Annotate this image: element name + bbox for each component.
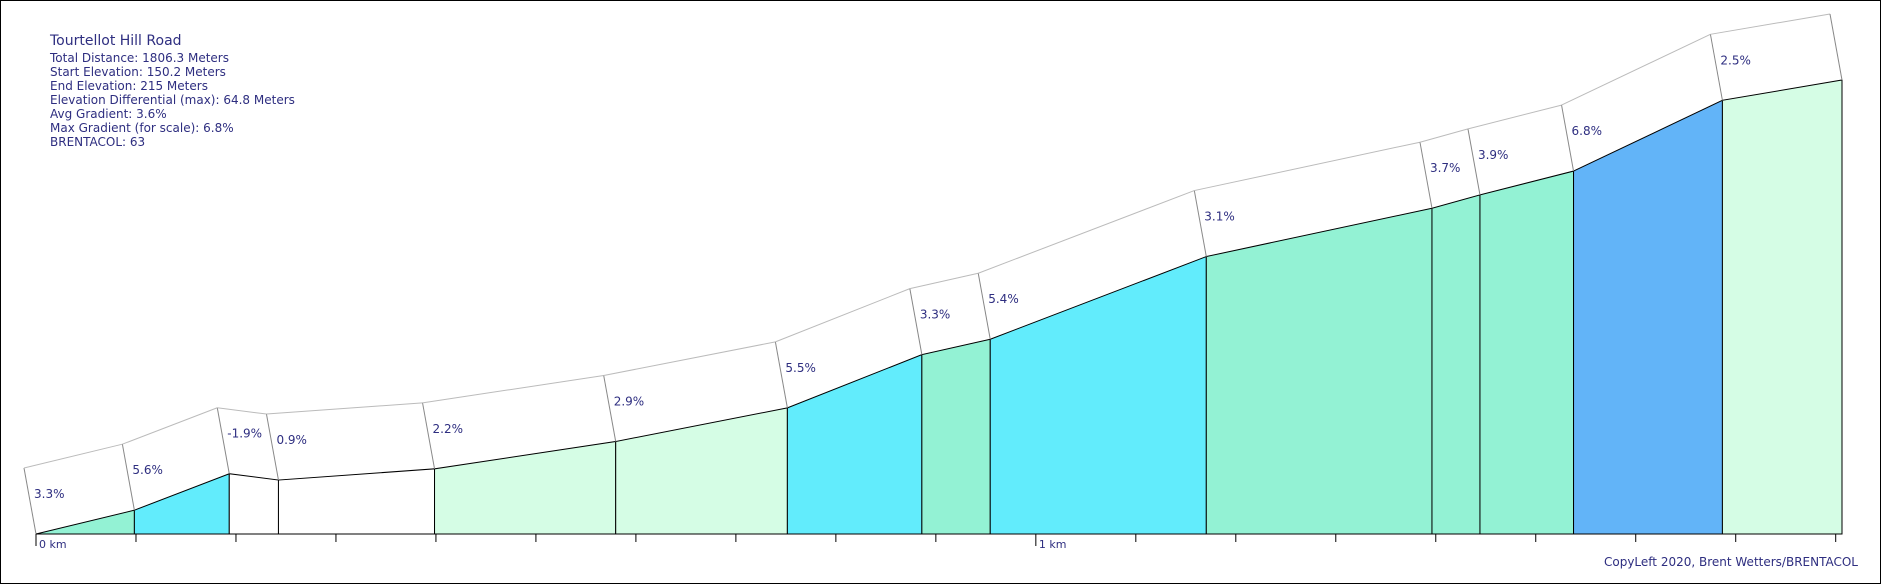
band-separator [603,375,617,442]
band-top [1194,141,1421,192]
band-top [603,341,776,377]
grade-label: 3.3% [34,487,65,501]
band-separator [977,273,991,340]
x-tick-label: 0 km [39,538,67,551]
band-top [909,272,979,290]
grade-label: 3.9% [1478,148,1509,162]
x-tick-label: 1 km [1039,538,1067,551]
grade-label: 6.8% [1572,124,1603,138]
band-top [122,407,218,445]
band-separator [1467,128,1481,195]
band-top [775,288,911,343]
grade-label: 2.9% [614,395,645,409]
segment [1721,79,1843,535]
band-separator [121,444,135,511]
grade-label: -1.9% [227,427,262,441]
band-top [266,402,423,415]
band-top [1467,104,1562,130]
band-top [1419,128,1469,143]
band-top [23,443,123,469]
info-line: End Elevation: 215 Meters [50,79,208,93]
info-line: Start Elevation: 150.2 Meters [50,65,226,79]
segment [921,338,991,535]
band-separator [1561,104,1575,172]
info-line: BRENTACOL: 63 [50,135,145,149]
grade-label: 5.4% [988,292,1019,306]
info-line: Elevation Differential (max): 64.8 Meter… [50,93,295,107]
credit: CopyLeft 2020, Brent Wetters/BRENTACOL [1604,555,1858,569]
band-separator [216,407,230,474]
grade-label: 3.1% [1204,210,1235,224]
band-separator [1829,13,1843,81]
segment [1205,207,1433,535]
grade-label: 2.5% [1720,53,1751,67]
band-separator [774,341,788,408]
grade-label: 0.9% [276,433,307,447]
grade-label: 3.3% [920,308,951,322]
info-line: Total Distance: 1806.3 Meters [49,51,229,65]
band-separator [909,288,923,355]
band-separator [265,413,279,481]
band-top [1561,33,1711,106]
grade-label: 5.5% [785,361,816,375]
band-separator [23,467,37,535]
chart-title: Tourtellot Hill Road [49,33,182,49]
segment [1431,194,1481,535]
band-top [217,407,267,415]
segment [277,468,436,535]
segment [228,473,279,535]
band-separator [1193,190,1207,257]
info-line: Avg Gradient: 3.6% [50,107,167,121]
grade-label: 3.7% [1430,161,1461,175]
band-top [978,190,1195,274]
band-separator [422,402,436,469]
segment [1573,99,1723,535]
band-top [422,375,604,404]
band-separator [1709,34,1723,101]
grade-label: 5.6% [132,463,163,477]
band-top [1710,13,1831,35]
segment [1479,170,1575,535]
info-line: Max Gradient (for scale): 6.8% [50,121,234,135]
grade-label: 2.2% [433,422,464,436]
band-separator [1419,142,1433,209]
